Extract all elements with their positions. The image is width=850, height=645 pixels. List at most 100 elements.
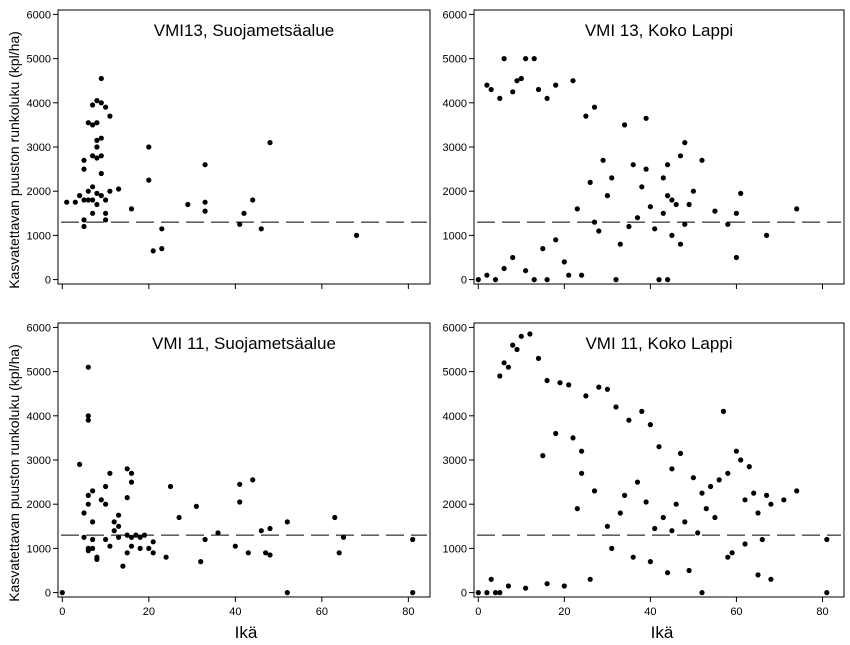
data-point bbox=[250, 477, 256, 483]
data-point bbox=[634, 215, 641, 221]
data-point bbox=[98, 135, 104, 141]
data-point bbox=[531, 56, 537, 62]
data-point bbox=[98, 75, 104, 82]
data-point bbox=[94, 120, 100, 126]
data-point bbox=[682, 221, 688, 227]
x-tick-label: 0 bbox=[475, 606, 481, 618]
data-point bbox=[570, 78, 576, 84]
data-point bbox=[85, 188, 91, 194]
data-point bbox=[591, 488, 598, 494]
data-point bbox=[215, 530, 221, 536]
data-point bbox=[81, 534, 87, 540]
plot-frame bbox=[473, 9, 845, 285]
data-point bbox=[146, 545, 152, 552]
data-point bbox=[746, 464, 752, 470]
x-axis-label-left: Ikä bbox=[235, 623, 258, 642]
data-point bbox=[116, 186, 122, 192]
x-tick-label: 60 bbox=[316, 606, 328, 618]
data-point bbox=[85, 501, 91, 507]
data-point bbox=[98, 100, 104, 106]
data-point bbox=[630, 554, 636, 560]
data-point bbox=[583, 393, 589, 399]
data-point bbox=[738, 190, 744, 196]
panel-title: VMI 11, Suojametsäalue bbox=[152, 334, 336, 353]
data-point bbox=[159, 226, 165, 232]
data-point bbox=[613, 277, 619, 283]
data-point bbox=[535, 86, 542, 93]
panel-4: 0 1000 2000 3000 4000 5000 6000 0 20 40 60 80 VMI 11… bbox=[443, 322, 845, 618]
data-point bbox=[237, 499, 243, 505]
data-point bbox=[81, 223, 87, 230]
data-point bbox=[643, 115, 649, 121]
data-point bbox=[245, 550, 251, 556]
data-point bbox=[591, 104, 598, 110]
data-point bbox=[202, 208, 208, 214]
data-point bbox=[669, 466, 675, 472]
data-point bbox=[492, 277, 499, 283]
data-point bbox=[665, 162, 671, 168]
plot-frame bbox=[57, 9, 431, 285]
data-point bbox=[475, 590, 481, 596]
data-point bbox=[712, 514, 718, 521]
data-point bbox=[824, 536, 830, 543]
y-tick-label: 6000 bbox=[27, 322, 51, 334]
data-point bbox=[518, 75, 524, 82]
data-point bbox=[128, 479, 135, 485]
data-point bbox=[94, 98, 100, 104]
y-tick-label: 0 bbox=[45, 588, 51, 600]
data-point bbox=[103, 104, 109, 110]
data-point bbox=[410, 536, 416, 543]
data-point bbox=[682, 140, 688, 146]
y-tick-label: 1000 bbox=[27, 230, 51, 242]
data-point bbox=[103, 483, 109, 490]
data-point bbox=[85, 492, 91, 498]
data-point bbox=[677, 450, 684, 456]
data-point bbox=[107, 543, 113, 549]
y-tick-label: 5000 bbox=[27, 54, 51, 66]
data-point bbox=[690, 188, 697, 194]
data-point bbox=[146, 144, 152, 150]
data-point bbox=[98, 497, 104, 503]
data-point bbox=[267, 552, 273, 558]
data-point bbox=[591, 219, 598, 225]
y-tick-label: 0 bbox=[45, 275, 51, 287]
data-point bbox=[124, 550, 130, 556]
data-point bbox=[660, 514, 666, 521]
data-point bbox=[622, 122, 628, 128]
data-point bbox=[497, 590, 503, 596]
y-tick-label: 0 bbox=[461, 588, 467, 600]
data-point bbox=[72, 199, 78, 205]
data-point bbox=[475, 277, 481, 283]
data-point bbox=[514, 78, 520, 84]
data-point bbox=[497, 373, 503, 379]
data-point bbox=[609, 175, 615, 181]
data-point bbox=[81, 510, 87, 516]
data-point bbox=[553, 82, 559, 88]
data-point bbox=[630, 162, 636, 168]
data-point bbox=[755, 510, 761, 516]
data-point bbox=[85, 413, 91, 419]
data-point bbox=[492, 590, 499, 596]
data-point bbox=[128, 470, 135, 476]
data-point bbox=[90, 488, 96, 494]
data-point bbox=[124, 532, 130, 538]
data-point bbox=[639, 408, 645, 414]
data-point bbox=[647, 204, 654, 210]
data-point bbox=[267, 525, 273, 532]
data-point bbox=[167, 483, 174, 490]
y-tick-label: 6000 bbox=[443, 322, 467, 334]
data-point bbox=[566, 272, 572, 278]
data-point bbox=[94, 144, 100, 150]
data-point bbox=[497, 95, 503, 101]
data-point bbox=[781, 497, 787, 503]
data-point bbox=[768, 501, 774, 507]
data-point bbox=[665, 570, 671, 576]
data-point bbox=[85, 120, 91, 126]
data-point bbox=[107, 188, 113, 194]
data-point bbox=[570, 435, 576, 441]
data-point bbox=[116, 534, 122, 540]
data-point bbox=[340, 534, 347, 540]
data-point bbox=[544, 95, 550, 101]
data-point bbox=[579, 470, 585, 476]
data-point bbox=[77, 193, 83, 199]
